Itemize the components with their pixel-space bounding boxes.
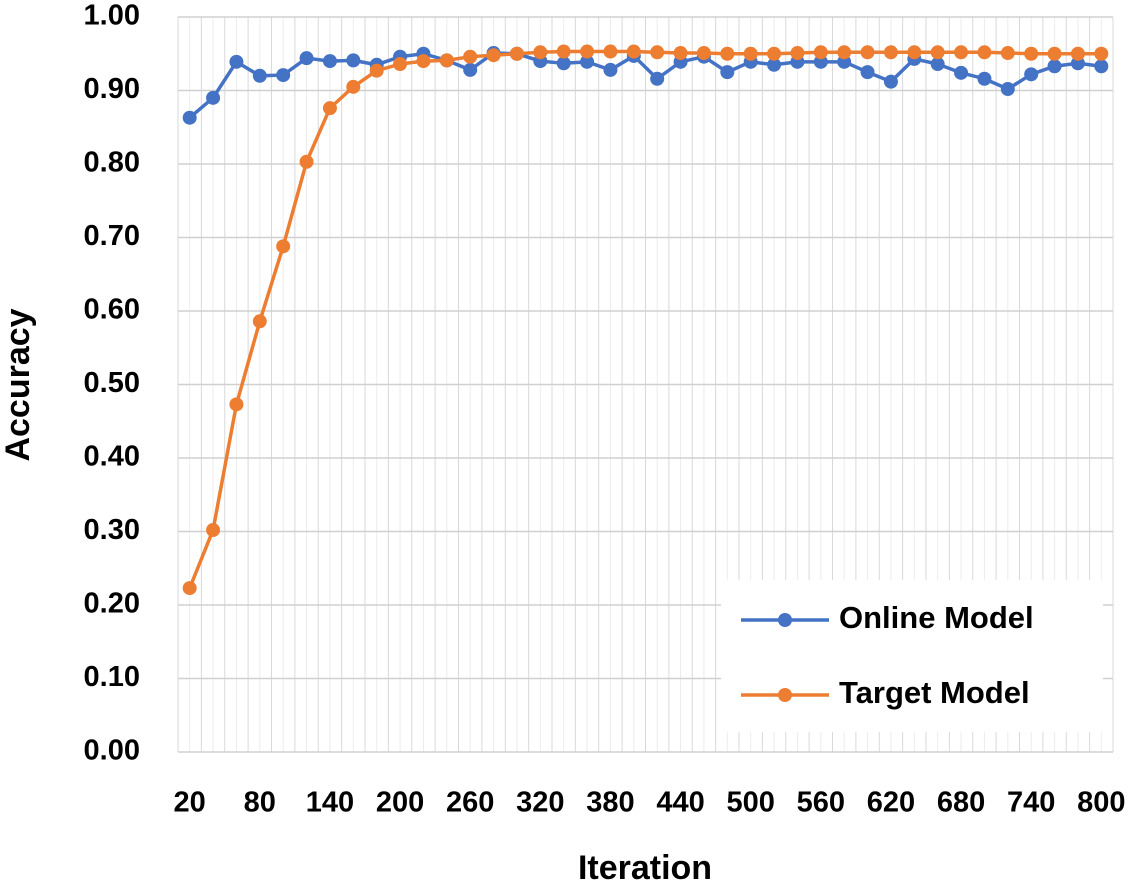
x-tick-label: 320 (516, 787, 564, 819)
data-point (276, 68, 291, 83)
data-point (930, 45, 945, 60)
data-point (299, 51, 314, 66)
data-point (720, 46, 735, 61)
y-tick-label: 0.10 (84, 661, 140, 693)
data-point (416, 54, 431, 69)
data-point (439, 53, 454, 68)
x-tick-label: 140 (306, 787, 354, 819)
y-tick-label: 0.40 (84, 441, 140, 473)
x-tick-label: 680 (937, 787, 985, 819)
data-point (1024, 67, 1039, 82)
data-point (907, 45, 922, 60)
legend-label: Online Model (839, 600, 1034, 635)
data-point (369, 63, 384, 78)
data-point (580, 44, 595, 59)
x-tick-label: 380 (586, 787, 634, 819)
y-tick-label: 0.30 (84, 514, 140, 546)
data-point (743, 46, 758, 61)
data-point (252, 68, 267, 83)
x-tick-label: 80 (244, 787, 276, 819)
data-point (252, 314, 267, 329)
data-point (229, 397, 244, 412)
data-point (883, 74, 898, 89)
data-point (182, 581, 197, 596)
data-point (346, 79, 361, 94)
x-tick-label: 740 (1007, 787, 1055, 819)
data-point (954, 45, 969, 60)
series-line (188, 49, 1102, 589)
data-point (533, 45, 548, 60)
data-point (977, 71, 992, 86)
data-point (182, 110, 197, 125)
data-point (650, 45, 665, 60)
data-point (837, 45, 852, 60)
legend-box (721, 580, 1103, 732)
x-tick-label: 200 (376, 787, 424, 819)
y-tick-label: 0.50 (84, 367, 140, 399)
data-point (1000, 46, 1015, 61)
data-point (229, 54, 244, 69)
x-axis-title: Iteration (578, 849, 712, 887)
data-point (322, 54, 337, 69)
y-axis-title: Accuracy (0, 308, 37, 461)
data-point (860, 65, 875, 80)
data-point (720, 65, 735, 80)
y-tick-label: 1.00 (84, 0, 140, 32)
legend-label: Target Model (839, 675, 1030, 710)
y-tick-label: 0.90 (84, 73, 140, 105)
legend-marker (778, 688, 792, 702)
data-point (580, 54, 595, 69)
x-tick-label: 500 (726, 787, 774, 819)
data-point (767, 57, 782, 72)
data-point (463, 62, 478, 77)
data-point (556, 56, 571, 71)
data-point (883, 45, 898, 60)
data-point (977, 45, 992, 60)
data-point (1070, 46, 1085, 61)
data-point (673, 46, 688, 61)
data-point (276, 239, 291, 254)
data-point (954, 65, 969, 80)
data-point (813, 45, 828, 60)
y-tick-label: 0.60 (84, 294, 140, 326)
data-point (322, 101, 337, 116)
data-point (509, 46, 524, 61)
x-tick-label: 560 (797, 787, 845, 819)
data-point (299, 154, 314, 169)
legend-marker (778, 613, 792, 627)
y-tick-label: 0.20 (84, 588, 140, 620)
series-line (188, 51, 1102, 120)
data-point (1047, 46, 1062, 61)
data-point (556, 44, 571, 59)
data-point (860, 45, 875, 60)
x-tick-label: 800 (1077, 787, 1125, 819)
x-tick-label: 20 (174, 787, 206, 819)
data-point (930, 57, 945, 72)
data-point (696, 46, 711, 61)
data-point (463, 49, 478, 64)
y-tick-label: 0.70 (84, 220, 140, 252)
y-tick-label: 0.00 (84, 735, 140, 767)
data-point (1094, 59, 1109, 74)
data-point (767, 46, 782, 61)
data-point (603, 62, 618, 77)
data-point (1047, 59, 1062, 74)
data-point (1094, 46, 1109, 61)
y-tick-label: 0.80 (84, 147, 140, 179)
data-point (346, 53, 361, 68)
data-point (1024, 46, 1039, 61)
data-point (626, 44, 641, 59)
data-point (486, 48, 501, 63)
x-tick-label: 260 (446, 787, 494, 819)
data-point (603, 44, 618, 59)
data-point (790, 46, 805, 61)
data-point (393, 57, 408, 72)
x-tick-label: 440 (656, 787, 704, 819)
data-point (206, 523, 221, 538)
data-point (650, 71, 665, 86)
data-point (1000, 82, 1015, 97)
data-point (206, 90, 221, 105)
x-tick-label: 620 (867, 787, 915, 819)
